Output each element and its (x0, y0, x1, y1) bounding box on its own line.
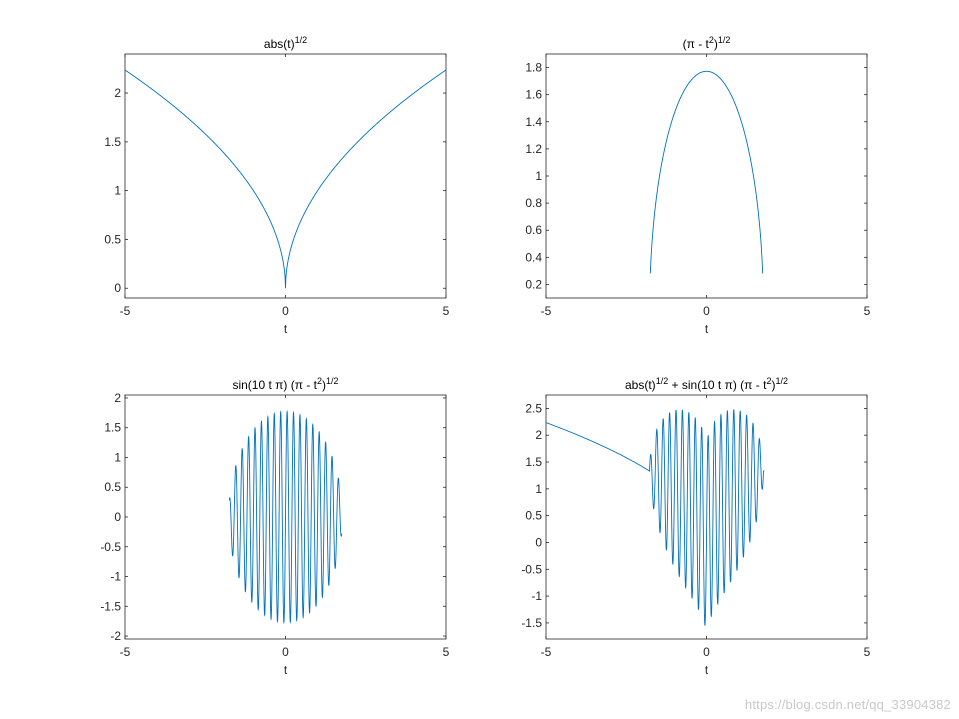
y-tick-label: 1 (114, 184, 121, 198)
x-axis-label: t (284, 322, 288, 336)
x-tick-label: -5 (541, 645, 552, 659)
y-tick-label: -2 (110, 629, 121, 643)
subplot-title: sin(10 t π) (π - t2)1/2 (232, 376, 338, 392)
series-line-1 (228, 409, 343, 625)
y-tick-label: -0.5 (100, 540, 121, 554)
x-tick-label: 5 (864, 645, 871, 659)
y-tick-label: 0 (114, 510, 121, 524)
y-tick-label: 1.5 (104, 421, 121, 435)
y-tick-label: 1 (535, 169, 542, 183)
y-tick-label: 1.8 (525, 61, 542, 75)
x-axis-label: t (705, 322, 709, 336)
y-tick-label: 0 (535, 535, 542, 549)
y-tick-label: -0.5 (521, 562, 542, 576)
y-tick-label: 0.5 (104, 480, 121, 494)
y-tick-label: 0.5 (525, 509, 542, 523)
y-tick-label: 0.6 (525, 223, 542, 237)
plot-area-frame (124, 53, 447, 299)
subplot-2: -5 0 5 0.2 0.4 0.6 0.8 1 1.2 1.4 1.6 1.8 t (π - t2)1/… (525, 35, 870, 336)
x-tick-label: -5 (120, 304, 131, 318)
y-tick-label: 0.4 (525, 250, 542, 264)
y-tick-label: 1.5 (104, 135, 121, 149)
y-tick-label: 1 (535, 482, 542, 496)
y-tick-label: 0.8 (525, 196, 542, 210)
y-tick-label: 0 (114, 281, 121, 295)
plot-area-frame (545, 53, 868, 299)
y-tick-label: 1.2 (525, 142, 542, 156)
subplot-3: -5 0 5 -2 -1.5 -1 -0.5 0 0.5 1 1.5 2 t sin(10 t π) (π… (100, 376, 449, 677)
y-tick-label: -1 (110, 570, 121, 584)
x-tick-label: 0 (703, 304, 710, 318)
x-tick-label: 5 (864, 304, 871, 318)
x-tick-label: 5 (443, 645, 450, 659)
x-tick-label: 5 (443, 304, 450, 318)
series-line-1 (124, 69, 447, 289)
subplot-title: abs(t)1/2 (264, 35, 307, 51)
subplot-4: -5 0 5 -1.5 -1 -0.5 0 0.5 1 1.5 2 2.5 t abs(t)1/2 + s… (521, 376, 870, 677)
y-tick-label: 2 (535, 428, 542, 442)
subplot-title: (π - t2)1/2 (683, 35, 731, 51)
subplot-title: abs(t)1/2 + sin(10 t π) (π - t2)1/2 (625, 376, 788, 392)
y-tick-label: 0.5 (104, 232, 121, 246)
y-tick-label: 1 (114, 450, 121, 464)
series-line-1 (649, 70, 764, 274)
y-tick-label: 2 (114, 391, 121, 405)
x-tick-label: -5 (541, 304, 552, 318)
y-tick-label: 1.5 (525, 455, 542, 469)
y-tick-label: -1.5 (521, 616, 542, 630)
y-tick-label: 2.5 (525, 401, 542, 415)
y-tick-label: 1.4 (525, 115, 542, 129)
y-tick-label: -1.5 (100, 599, 121, 613)
x-axis-label: t (284, 663, 288, 677)
x-axis-label: t (705, 663, 709, 677)
y-tick-label: 0.2 (525, 277, 542, 291)
y-tick-label: 1.6 (525, 88, 542, 102)
x-tick-label: 0 (282, 645, 289, 659)
series-line-1 (545, 409, 765, 626)
watermark-text: https://blog.csdn.net/qq_33904382 (744, 697, 951, 712)
x-tick-label: 0 (282, 304, 289, 318)
y-tick-label: 2 (114, 86, 121, 100)
y-tick-label: -1 (531, 589, 542, 603)
x-tick-label: 0 (703, 645, 710, 659)
x-tick-label: -5 (120, 645, 131, 659)
subplot-1: -5 0 5 0 0.5 1 1.5 2 t abs(t)1/2 (104, 35, 449, 336)
